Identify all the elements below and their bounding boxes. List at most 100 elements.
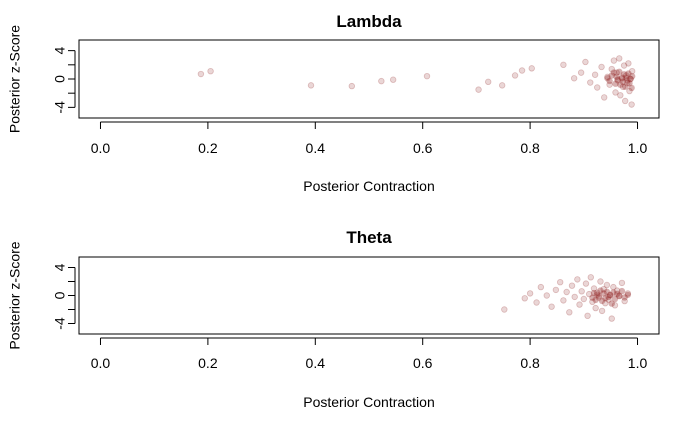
data-point xyxy=(597,287,604,294)
data-point xyxy=(610,69,618,76)
plot-frame xyxy=(78,256,660,335)
data-point xyxy=(608,300,615,307)
data-point xyxy=(475,86,482,93)
data-point xyxy=(604,75,611,82)
data-point xyxy=(604,73,611,81)
data-point xyxy=(606,292,614,299)
x-tick-label: 0.8 xyxy=(520,355,540,371)
data-point xyxy=(616,68,623,76)
chart-title: Theta xyxy=(346,228,392,247)
y-axis-label: Posterior z-Score xyxy=(7,241,23,349)
data-point xyxy=(628,73,636,80)
data-point xyxy=(611,302,619,309)
x-tick-label: 0.0 xyxy=(91,140,111,156)
data-point xyxy=(603,288,611,296)
data-point xyxy=(616,55,623,62)
data-point xyxy=(610,283,617,291)
data-point xyxy=(598,307,606,315)
data-point xyxy=(627,75,634,83)
data-point xyxy=(600,286,607,293)
x-tick-label: 0.8 xyxy=(520,140,540,156)
data-point xyxy=(610,57,618,64)
data-point xyxy=(617,92,624,99)
x-tick-label: 0.4 xyxy=(306,140,326,156)
data-point xyxy=(628,67,636,75)
y-axis-label: Posterior z-Score xyxy=(7,25,23,133)
data-point xyxy=(628,101,635,108)
data-point xyxy=(556,279,564,286)
data-point xyxy=(616,292,623,299)
theta-panel: Theta 0.0 0.2 0.4 0.6 0.8 1.0 -4 0 4 Posterior Con… xyxy=(7,228,660,410)
data-point xyxy=(528,65,535,72)
data-point xyxy=(612,89,619,96)
data-point xyxy=(602,300,609,307)
data-point xyxy=(518,67,526,74)
data-point xyxy=(543,292,550,299)
data-point xyxy=(594,291,601,298)
data-point xyxy=(590,285,598,292)
data-point xyxy=(623,74,630,81)
scatter-points xyxy=(197,55,636,108)
data-point xyxy=(621,297,628,305)
data-point xyxy=(625,70,632,77)
chart-title: Lambda xyxy=(336,12,402,31)
data-point xyxy=(626,87,633,95)
data-point xyxy=(595,294,603,301)
data-point xyxy=(533,299,540,306)
data-point xyxy=(608,72,615,79)
x-tick-label: 0.0 xyxy=(91,355,111,371)
data-point xyxy=(625,60,632,67)
data-point xyxy=(621,294,628,301)
data-point xyxy=(578,288,585,295)
data-point xyxy=(560,297,567,304)
data-point xyxy=(577,69,585,76)
data-point xyxy=(594,289,601,296)
data-point xyxy=(511,72,519,79)
data-point xyxy=(566,309,573,316)
data-point xyxy=(624,290,632,297)
data-point xyxy=(592,304,599,312)
data-point xyxy=(621,83,629,90)
x-axis-label: Posterior Contraction xyxy=(303,178,435,194)
data-point xyxy=(608,65,615,73)
data-point xyxy=(624,77,631,84)
data-point xyxy=(498,82,506,89)
data-point xyxy=(598,63,605,71)
data-point xyxy=(580,295,588,303)
x-tick-label: 1.0 xyxy=(628,355,648,371)
data-point xyxy=(521,295,528,302)
data-point xyxy=(618,74,626,81)
data-point xyxy=(619,78,627,85)
data-point xyxy=(552,286,560,294)
data-point xyxy=(606,77,613,85)
data-point xyxy=(618,75,626,82)
data-point xyxy=(600,290,607,297)
plot-frame xyxy=(78,39,660,119)
data-point xyxy=(589,294,596,301)
data-point xyxy=(501,306,508,313)
data-point xyxy=(587,274,594,281)
data-point xyxy=(574,276,581,283)
data-point xyxy=(389,76,397,83)
data-point xyxy=(601,94,608,101)
data-point xyxy=(611,295,619,303)
data-point xyxy=(598,297,606,305)
data-point xyxy=(606,291,614,298)
data-point xyxy=(563,288,570,296)
data-point xyxy=(602,294,609,302)
lambda-panel: Lambda 0.0 0.2 0.4 0.6 0.8 1.0 -4 0 4 Posterior Co… xyxy=(7,12,660,194)
data-point xyxy=(618,279,626,287)
data-point xyxy=(568,282,576,289)
x-tick-label: 1.0 xyxy=(628,140,648,156)
data-point xyxy=(537,283,545,291)
data-point xyxy=(608,315,615,322)
y-tick-label: 0 xyxy=(52,291,68,299)
data-point xyxy=(614,76,621,83)
scatter-points xyxy=(501,274,632,322)
data-point xyxy=(616,293,623,300)
data-point xyxy=(570,75,578,82)
x-tick-label: 0.4 xyxy=(306,355,326,371)
data-point xyxy=(606,81,613,88)
data-point xyxy=(610,289,617,296)
